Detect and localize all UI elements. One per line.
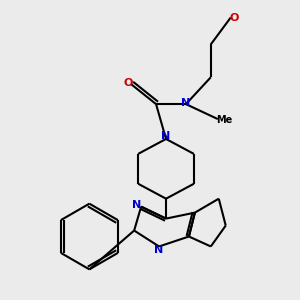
Text: N: N: [161, 131, 171, 141]
Text: N: N: [181, 98, 190, 108]
Text: O: O: [123, 78, 133, 88]
Text: Me: Me: [216, 116, 232, 125]
Text: N: N: [132, 200, 141, 210]
Text: O: O: [229, 13, 239, 22]
Text: N: N: [154, 244, 164, 255]
